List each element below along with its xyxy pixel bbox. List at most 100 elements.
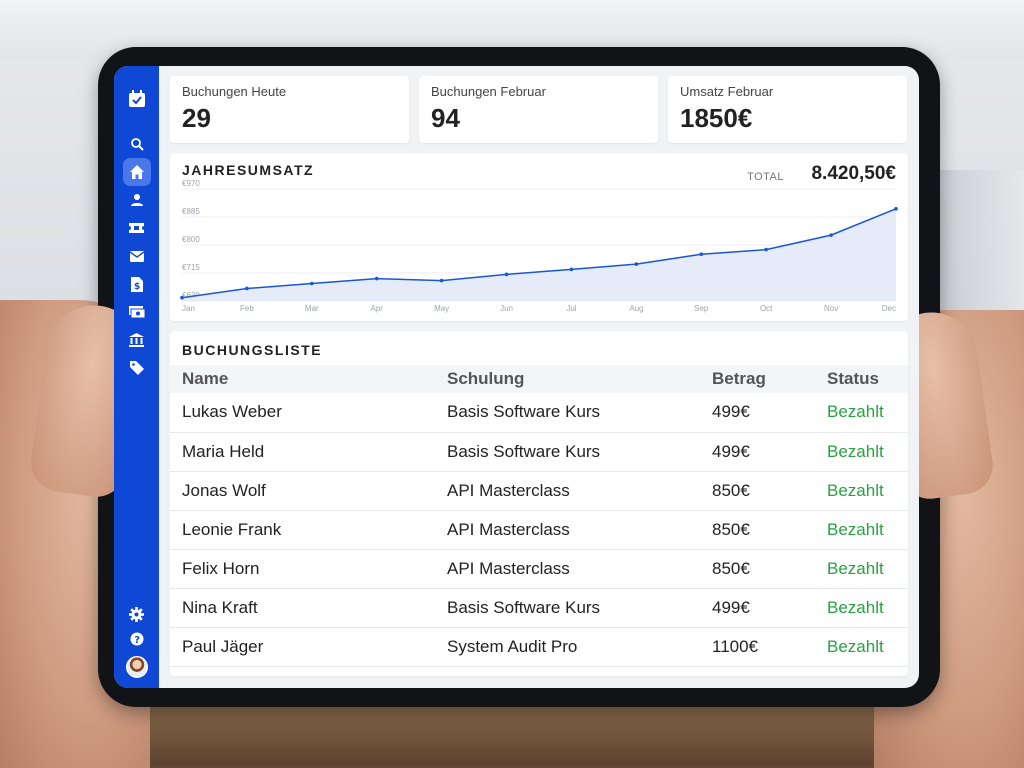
data-point	[764, 247, 768, 252]
series-line	[181, 208, 897, 299]
data-point	[894, 206, 898, 211]
x-tick-label: May	[434, 304, 449, 313]
cell-course: Basis Software Kurs	[435, 432, 700, 472]
cell-status: Bezahlt	[815, 588, 908, 628]
y-tick-label: €885	[182, 207, 200, 216]
cell-amount: 499€	[700, 588, 815, 628]
data-point	[374, 276, 379, 281]
cell-name: Lukas Weber	[170, 393, 435, 433]
x-tick-label: Nov	[824, 304, 838, 313]
svg-text:$: $	[134, 282, 140, 292]
settings-icon[interactable]	[129, 607, 144, 622]
cell-course: API Masterclass	[435, 510, 700, 550]
cell-status: Bezahlt	[815, 432, 908, 472]
x-tick-label: Aug	[629, 304, 643, 313]
table-row[interactable]: Nina Kraft Basis Software Kurs 499€ Beza…	[170, 588, 908, 628]
kpi-card-bookings-today: Buchungen Heute 29	[170, 76, 409, 143]
cell-course: API Masterclass	[435, 471, 700, 511]
booking-table: Name Schulung Betrag Status Lukas Weber …	[170, 365, 908, 667]
tablet-screen: $ ? Buchungen Heute 29	[114, 66, 919, 688]
table-row[interactable]: Felix Horn API Masterclass 850€ Bezahlt	[170, 549, 908, 589]
cell-amount: 499€	[700, 393, 815, 433]
kpi-card-revenue-february: Umsatz Februar 1850€	[668, 76, 907, 143]
data-point	[439, 278, 444, 283]
y-tick-label: €970	[182, 179, 200, 188]
cell-status: Bezahlt	[815, 471, 908, 511]
cell-amount: 499€	[700, 432, 815, 472]
revenue-chart-panel: €630 €715 €800 €885 €970 Jan Feb Mar Apr May Jun Ju…	[170, 153, 908, 321]
help-icon[interactable]: ?	[130, 632, 144, 646]
invoice-icon[interactable]: $	[123, 270, 151, 298]
kpi-label: Umsatz Februar	[680, 84, 774, 99]
column-header-course[interactable]: Schulung	[447, 369, 525, 388]
area-fill	[182, 208, 896, 301]
sidebar: $ ?	[114, 66, 159, 688]
cell-amount: 850€	[700, 549, 815, 589]
table-row[interactable]: Leonie Frank API Masterclass 850€ Bezahl…	[170, 510, 908, 550]
x-tick-label: Mar	[305, 304, 319, 313]
revenue-chart: €630 €715 €800 €885 €970 Jan Feb Mar Apr May Jun Ju…	[180, 179, 898, 313]
money-icon[interactable]	[123, 298, 151, 326]
cell-amount: 850€	[700, 510, 815, 550]
kpi-card-bookings-february: Buchungen Februar 94	[419, 76, 658, 143]
kpi-value: 94	[431, 103, 460, 133]
column-header-status[interactable]: Status	[827, 369, 879, 388]
table-row[interactable]: Lukas Weber Basis Software Kurs 499€ Bez…	[170, 393, 908, 433]
column-header-name[interactable]: Name	[182, 369, 229, 388]
cell-amount: 1100€	[700, 627, 815, 667]
x-tick-label: Jul	[566, 304, 576, 313]
booking-list-title: BUCHUNGSLISTE	[182, 342, 323, 358]
kpi-value: 29	[182, 103, 211, 133]
booking-list-panel: BUCHUNGSLISTE Name Schulung Betrag Statu…	[170, 331, 908, 676]
mail-icon[interactable]	[123, 242, 151, 270]
cell-course: API Masterclass	[435, 549, 700, 589]
cell-name: Leonie Frank	[170, 510, 435, 550]
calendar-check-icon[interactable]	[126, 88, 148, 110]
main-content: Buchungen Heute 29 Buchungen Februar 94 …	[170, 76, 908, 676]
x-tick-label: Feb	[240, 304, 254, 313]
x-tick-label: Dec	[882, 304, 896, 313]
table-row[interactable]: Maria Held Basis Software Kurs 499€ Beza…	[170, 432, 908, 472]
cell-name: Maria Held	[170, 432, 435, 472]
cell-status: Bezahlt	[815, 627, 908, 667]
cell-status: Bezahlt	[815, 393, 908, 433]
cell-amount: 850€	[700, 471, 815, 511]
data-point	[569, 267, 574, 272]
ticket-icon[interactable]	[123, 214, 151, 242]
data-point	[245, 286, 249, 291]
data-point	[180, 295, 184, 300]
y-tick-label: €715	[182, 263, 200, 272]
column-header-amount[interactable]: Betrag	[712, 369, 766, 388]
bank-icon[interactable]	[123, 326, 151, 354]
y-tick-label: €800	[182, 235, 200, 244]
x-tick-label: Jan	[182, 304, 195, 313]
cell-course: Basis Software Kurs	[435, 588, 700, 628]
kpi-cards: Buchungen Heute 29 Buchungen Februar 94 …	[170, 76, 908, 143]
kpi-label: Buchungen Heute	[182, 84, 287, 99]
y-tick-label: €630	[182, 291, 200, 300]
data-point	[504, 272, 509, 277]
cell-status: Bezahlt	[815, 510, 908, 550]
revenue-title: JAHRESUMSATZ	[182, 162, 315, 178]
x-tick-label: Oct	[760, 304, 773, 313]
avatar[interactable]	[125, 656, 148, 678]
user-icon[interactable]	[123, 186, 151, 214]
data-point	[634, 262, 639, 266]
cell-name: Felix Horn	[170, 549, 435, 589]
tag-icon[interactable]	[123, 354, 151, 382]
cell-course: Basis Software Kurs	[435, 393, 700, 433]
cell-name: Nina Kraft	[170, 588, 435, 628]
cell-status: Bezahlt	[815, 549, 908, 589]
home-icon[interactable]	[122, 158, 151, 186]
total-value: 8.420,50€	[811, 163, 896, 184]
data-point	[699, 252, 704, 257]
total-label: TOTAL	[747, 171, 784, 183]
cell-name: Paul Jäger	[170, 627, 435, 667]
table-row[interactable]: Jonas Wolf API Masterclass 850€ Bezahlt	[170, 471, 908, 511]
cell-name: Jonas Wolf	[170, 471, 435, 511]
table-row[interactable]: Paul Jäger System Audit Pro 1100€ Bezahl…	[170, 627, 908, 667]
search-icon[interactable]	[123, 130, 151, 158]
data-point	[310, 281, 314, 286]
x-tick-label: Apr	[371, 304, 384, 313]
x-tick-label: Sep	[694, 304, 709, 313]
